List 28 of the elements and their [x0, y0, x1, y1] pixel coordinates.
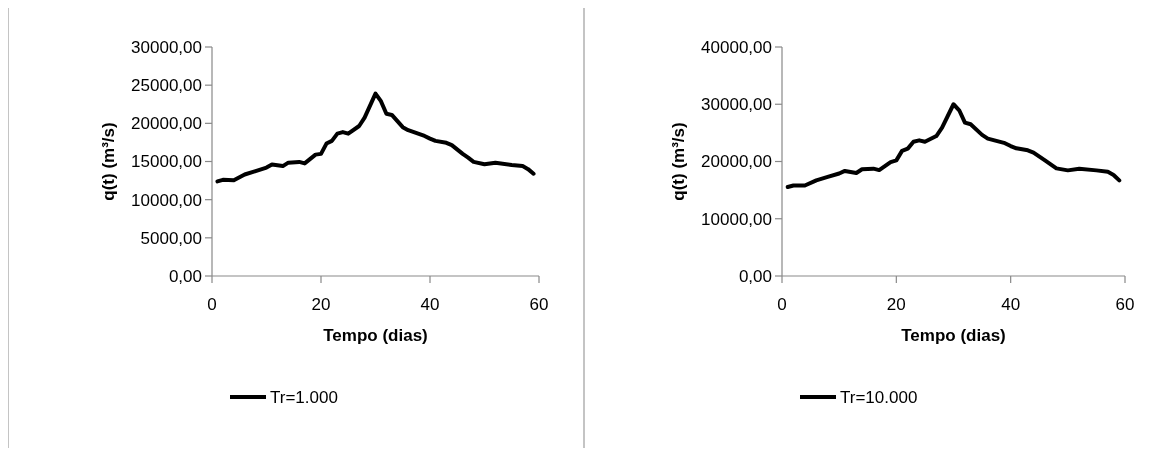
- y-tick-label: 40000,00: [701, 37, 772, 57]
- x-tick-label: 0: [777, 295, 787, 314]
- x-tick-label: 0: [207, 295, 217, 314]
- y-tick-label: 0,00: [738, 266, 772, 286]
- y-tick-label: 10000,00: [131, 190, 202, 210]
- line-series: [785, 102, 1122, 189]
- x-tick-label: 60: [529, 295, 549, 314]
- y-tick-label: 30000,00: [701, 95, 772, 115]
- line-series: [215, 91, 536, 184]
- y-tick-label: 30000,00: [131, 37, 202, 57]
- x-axis-title: Tempo (dias): [323, 326, 428, 345]
- y-tick-label: 25000,00: [131, 76, 202, 96]
- x-axis-title: Tempo (dias): [901, 326, 1006, 345]
- y-tick-label: 15000,00: [131, 152, 202, 172]
- x-tick-label: 60: [1115, 295, 1135, 314]
- x-tick-label: 20: [886, 295, 906, 314]
- x-tick-label: 40: [1001, 295, 1021, 314]
- x-tick-label: 40: [420, 295, 440, 314]
- y-tick-label: 0,00: [168, 266, 202, 286]
- y-tick-label: 10000,00: [701, 209, 772, 229]
- y-tick-label: 5000,00: [140, 228, 202, 248]
- legend-label: Tr=10.000: [840, 387, 918, 407]
- x-tick-label: 20: [311, 295, 331, 314]
- legend-label: Tr=1.000: [270, 387, 338, 407]
- y-axis-title: q(t) (m³/s): [99, 122, 118, 201]
- y-tick-label: 20000,00: [701, 152, 772, 172]
- y-axis-title: q(t) (m³/s): [669, 122, 688, 201]
- y-tick-label: 20000,00: [131, 114, 202, 134]
